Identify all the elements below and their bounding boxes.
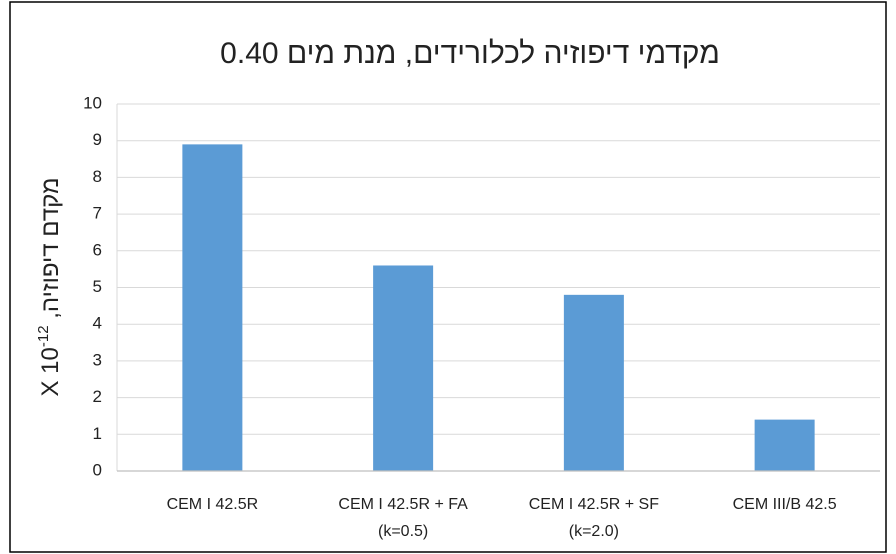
y-tick-label: 8 (93, 167, 102, 186)
x-tick-label: CEM III/B 42.5 (733, 496, 837, 513)
chart-title: מקדמי דיפוזיה לכלורידים, מנת מים 0.40 (220, 37, 720, 70)
x-tick-label: CEM I 42.5R + SF (529, 496, 659, 513)
y-tick-label: 6 (93, 240, 102, 259)
bar (563, 294, 624, 471)
x-tick-label: CEM I 42.5R (167, 496, 259, 513)
y-tick-label: 10 (83, 93, 102, 112)
y-tick-label: 0 (93, 460, 102, 479)
y-tick-label: 1 (93, 424, 102, 443)
x-tick-label: (k=2.0) (569, 523, 619, 540)
y-tick-label: 2 (93, 387, 102, 406)
y-tick-label: 3 (93, 350, 102, 369)
y-tick-label: 5 (93, 277, 102, 296)
x-tick-label: CEM I 42.5R + FA (338, 496, 468, 513)
y-axis-label-text: מקדם דיפוזיה, X 10 (37, 178, 64, 397)
y-tick-label: 9 (93, 130, 102, 149)
bar (373, 265, 434, 471)
bar (754, 419, 815, 471)
bar (182, 144, 243, 471)
y-tick-label: 4 (93, 314, 102, 333)
y-axis-label: מקדם דיפוזיה, X 10-12 (35, 178, 64, 397)
x-tick-label: (k=0.5) (378, 523, 428, 540)
y-tick-label: 7 (93, 204, 102, 223)
y-axis-label-exponent: -12 (35, 325, 52, 347)
chart-border (9, 1, 887, 553)
